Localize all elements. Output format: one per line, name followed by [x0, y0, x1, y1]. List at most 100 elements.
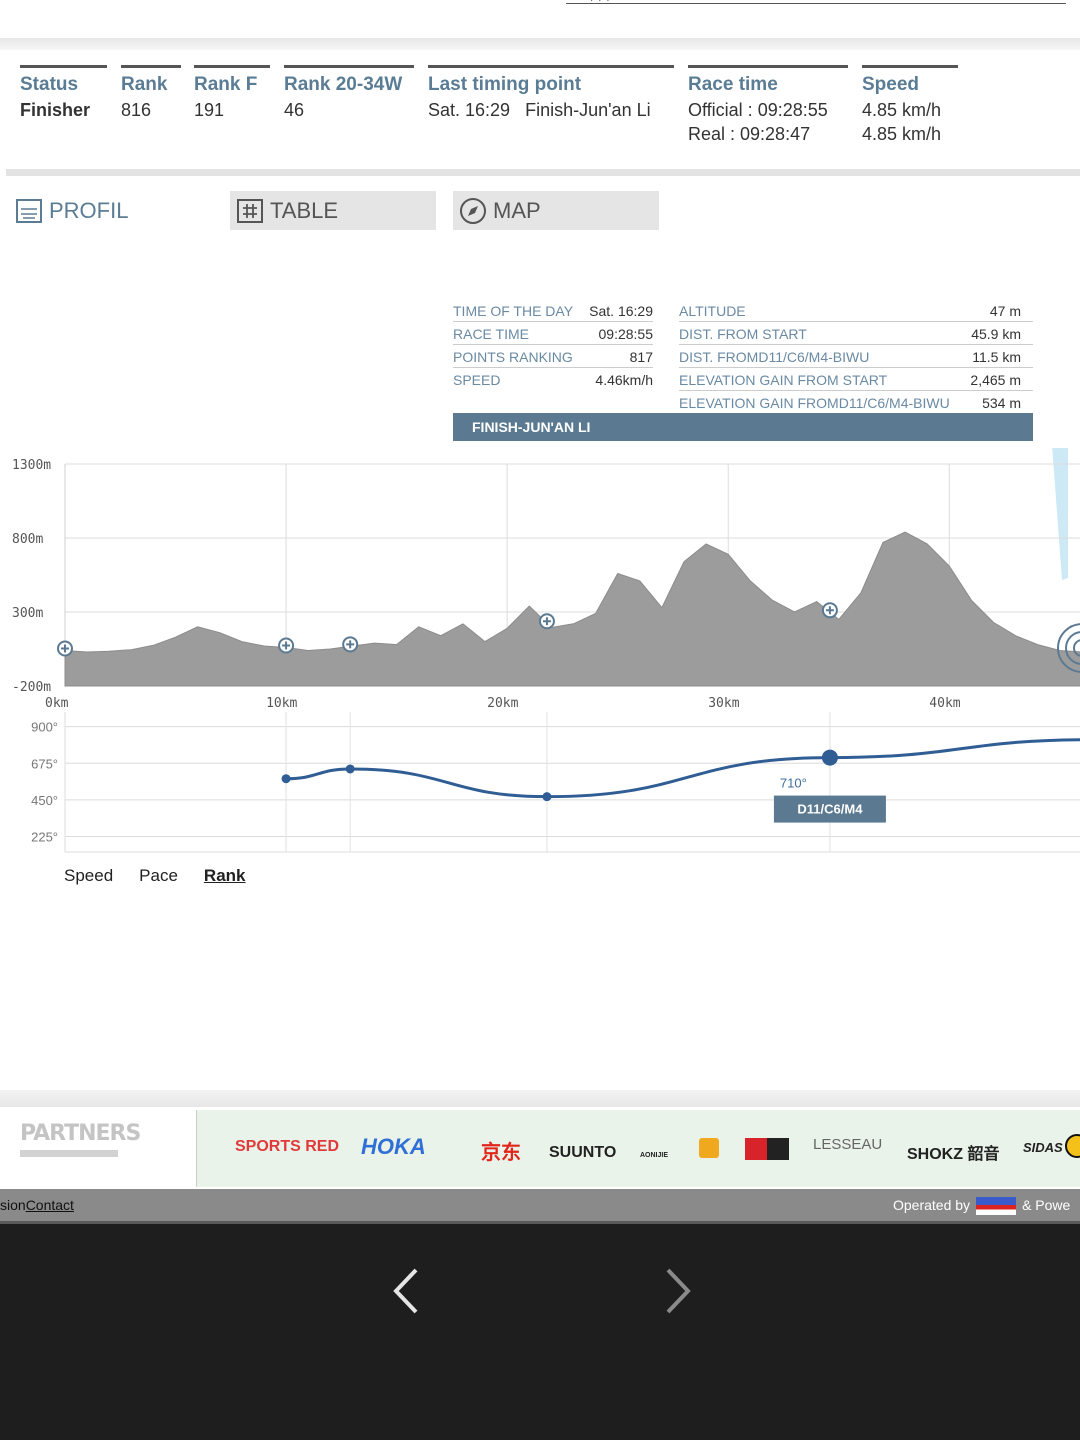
info-row: SPEED 4.46km/h	[453, 369, 653, 391]
info-value: 2,465 m	[970, 371, 1021, 388]
partner-logo[interactable]: SHOKZ 韶音	[907, 1146, 1000, 1163]
rank-category-column: Rank 20-34W 46	[284, 65, 414, 122]
header-divider	[0, 38, 1080, 50]
checkpoint-marker-plus	[825, 606, 834, 615]
tab-table-label: TABLE	[270, 197, 339, 223]
y-tick-label: 1300m	[12, 458, 51, 473]
info-value: Sat. 16:29	[589, 302, 653, 319]
info-value: 09:28:55	[598, 325, 654, 342]
chart-tab-rank[interactable]: Rank	[203, 866, 246, 885]
partner-logo[interactable]: AONIJIE	[640, 1152, 669, 1159]
rank-category-value: 46	[284, 100, 305, 120]
y-tick-label: 300m	[12, 606, 43, 621]
elevation-area	[64, 531, 1080, 687]
summary-divider	[6, 169, 1080, 176]
checkpoint-marker-icon[interactable]	[538, 613, 555, 630]
finish-target-icon[interactable]	[1057, 623, 1080, 673]
rank-category-label: Rank 20-34W	[284, 74, 403, 95]
chart-icon	[16, 198, 42, 223]
info-key: DIST. FROM START	[679, 325, 807, 342]
y-tick-label: 450°	[31, 793, 58, 808]
operator-logo[interactable]	[976, 1197, 1017, 1216]
checkpoint-marker-icon[interactable]	[278, 637, 295, 654]
info-row: ALTITUDE 47 m	[679, 300, 1033, 322]
info-row: DIST. FROMD11/C6/M4-BIWU 11.5 km	[679, 346, 1033, 368]
y-tick-label: 900°	[31, 720, 58, 735]
page-footer: sionContact Operated by & Powe	[0, 1189, 1080, 1221]
forward-arrow-icon[interactable]	[656, 1266, 696, 1316]
rank-f-value: 191	[194, 100, 225, 120]
info-key: SPEED	[453, 372, 501, 388]
status-label: Status	[20, 74, 79, 95]
footer-left-fragment[interactable]: sion	[0, 1197, 26, 1213]
status-value: Finisher	[20, 100, 91, 120]
status-column: Status Finisher	[20, 65, 107, 122]
info-key: RACE TIME	[453, 325, 529, 342]
y-tick-label: 675°	[31, 756, 58, 771]
chart-tab-speed[interactable]: Speed	[64, 866, 114, 885]
info-value: 11.5 km	[972, 348, 1021, 365]
partner-logo[interactable]: SUUNTO	[549, 1144, 617, 1161]
partner-logo[interactable]: LESSEAU	[813, 1136, 883, 1153]
x-tick-label: 20km	[487, 696, 518, 711]
speed-value-2: 4.85 km/h	[862, 124, 942, 144]
rank-point	[281, 774, 291, 784]
last-timing-label: Last timing point	[428, 74, 582, 95]
checkpoint-tooltip-label: D11/C6/M4	[797, 802, 863, 817]
race-time-label: Race time	[688, 74, 778, 95]
info-key: POINTS RANKING	[453, 348, 573, 365]
info-key: ELEVATION GAIN FROMD11/C6/M4-BIWU	[679, 395, 950, 411]
partner-logo[interactable]: SIDAS	[1023, 1140, 1063, 1155]
tab-table[interactable]: TABLE	[230, 191, 436, 230]
partner-logo-badge[interactable]	[699, 1138, 719, 1158]
info-value: 47 m	[989, 302, 1021, 319]
partners-title-underline	[20, 1150, 118, 1157]
rank-column: Rank 816	[121, 65, 181, 122]
back-arrow-icon[interactable]	[388, 1266, 428, 1316]
checkpoint-marker-plus	[61, 644, 69, 653]
partner-logo[interactable]: SPORTS RED	[235, 1138, 340, 1155]
partner-logo[interactable]: HOKA	[361, 1134, 426, 1159]
race-time-official: Official : 09:28:55	[688, 100, 828, 120]
partner-logos: SPORTS RED HOKA 京东 SUUNTO AONIJIE LESSEA…	[196, 1110, 1080, 1187]
info-row: POINTS RANKING 817	[453, 346, 653, 368]
partners-divider	[0, 1090, 1080, 1108]
rank-f-label: Rank F	[194, 74, 258, 95]
partner-logo[interactable]: 京东	[481, 1142, 521, 1164]
rank-point	[345, 764, 355, 774]
race-time-real: Real : 09:28:47	[688, 124, 811, 144]
speed-label: Speed	[862, 74, 920, 95]
rank-point	[821, 749, 838, 766]
race-time-column: Race time Official : 09:28:55 Real : 09:…	[688, 65, 848, 146]
info-row: ELEVATION GAIN FROMD11/C6/M4-BIWU 534 m	[679, 392, 1033, 414]
checkpoint-marker-icon[interactable]	[342, 636, 359, 653]
x-tick-label: 40km	[929, 696, 960, 711]
contact-link[interactable]: Contact	[25, 1197, 74, 1213]
info-key: TIME OF THE DAY	[453, 302, 574, 319]
partner-logo-badge[interactable]	[1065, 1134, 1080, 1158]
checkpoint-marker-icon[interactable]	[821, 602, 838, 619]
rank-value: 816	[121, 100, 152, 120]
checkpoint-marker-icon[interactable]	[57, 640, 73, 657]
info-row: DIST. FROM START 45.9 km	[679, 323, 1033, 345]
y-tick-label: 225°	[31, 830, 58, 845]
x-tick-label: 10km	[266, 696, 297, 711]
checkpoint-tooltip-box	[773, 795, 886, 823]
rank-chart[interactable]: 900° 675° 450° 225° 710° D11/C6/M4	[0, 712, 1080, 856]
compass-icon	[460, 197, 486, 224]
y-tick-label: -200m	[12, 680, 51, 695]
x-tick-label: 30km	[708, 696, 739, 711]
y-tick-label: 800m	[12, 532, 43, 547]
info-value: 534 m	[982, 395, 1021, 411]
info-row: ELEVATION GAIN FROM START 2,465 m	[679, 369, 1033, 391]
chart-mode-tabs: Speed Pace Rank	[64, 866, 246, 886]
info-value: 817	[629, 348, 653, 365]
info-value: 45.9 km	[971, 325, 1021, 342]
rank-point	[542, 792, 552, 802]
tab-map[interactable]: MAP	[453, 191, 659, 230]
top-cut-header: · · ·	[0, 0, 1080, 38]
chart-tab-pace[interactable]: Pace	[139, 866, 178, 885]
tab-profil[interactable]: PROFIL	[9, 191, 209, 230]
partner-logo-badge[interactable]	[745, 1138, 789, 1160]
